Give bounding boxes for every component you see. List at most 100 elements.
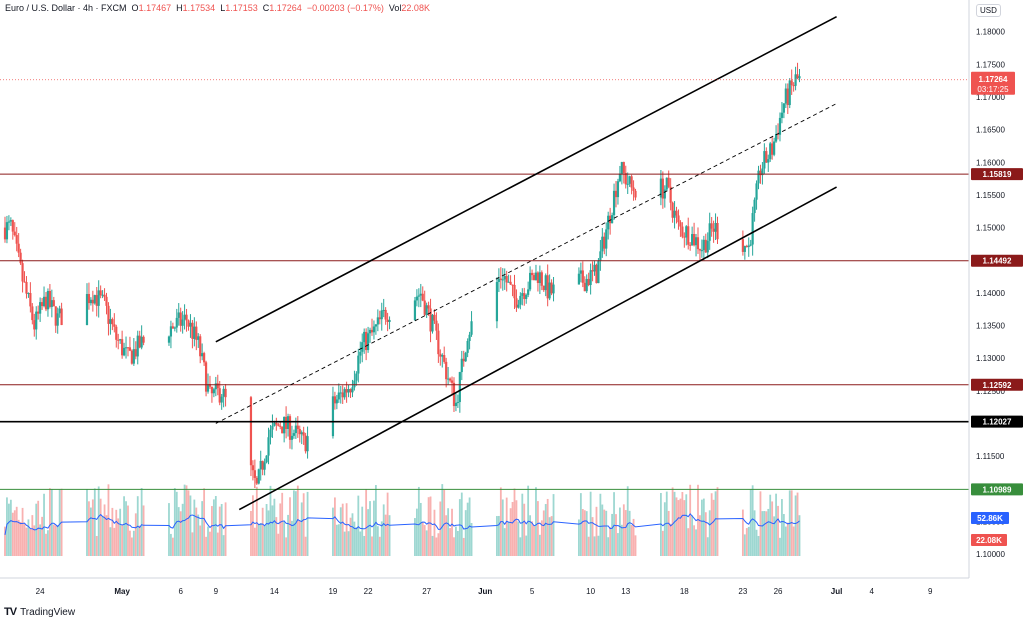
candle-body[interactable]	[700, 250, 703, 252]
candle-body[interactable]	[671, 202, 674, 218]
candle-body[interactable]	[44, 296, 48, 310]
candle-body[interactable]	[210, 386, 214, 394]
candle-body[interactable]	[169, 326, 173, 337]
candle-body[interactable]	[753, 199, 756, 214]
candle-body[interactable]	[441, 355, 444, 357]
candle-body[interactable]	[685, 226, 688, 238]
candle-body[interactable]	[550, 282, 553, 294]
candle-body[interactable]	[583, 282, 586, 292]
candle-body[interactable]	[788, 80, 791, 106]
candle-body[interactable]	[25, 282, 28, 294]
candle-body[interactable]	[304, 435, 307, 452]
candle-body[interactable]	[87, 293, 91, 304]
candle-body[interactable]	[435, 320, 438, 331]
candle-body[interactable]	[382, 309, 385, 311]
candle-body[interactable]	[507, 281, 510, 283]
candle-body[interactable]	[634, 190, 637, 198]
candle-body[interactable]	[661, 178, 664, 199]
candle-body[interactable]	[103, 294, 106, 297]
candle-body[interactable]	[782, 103, 785, 113]
lower-channel-line[interactable]	[238, 186, 837, 511]
candle-body[interactable]	[33, 320, 36, 330]
candle-body[interactable]	[39, 302, 42, 314]
candle-body[interactable]	[460, 358, 463, 373]
candle-body[interactable]	[525, 294, 528, 300]
candle-body[interactable]	[109, 319, 112, 324]
candle-body[interactable]	[359, 351, 362, 356]
candle-body[interactable]	[589, 270, 592, 286]
candle-body[interactable]	[273, 422, 276, 426]
candle-body[interactable]	[366, 333, 370, 351]
candle-body[interactable]	[267, 437, 270, 456]
candle-body[interactable]	[105, 296, 108, 306]
candle-body[interactable]	[454, 402, 458, 407]
tradingview-logo[interactable]: TV TradingView	[4, 606, 75, 618]
candle-body[interactable]	[335, 399, 338, 404]
candle-body[interactable]	[433, 314, 436, 321]
candle-body[interactable]	[265, 455, 268, 463]
candle-body[interactable]	[427, 305, 430, 309]
candle-body[interactable]	[285, 416, 288, 429]
candle-body[interactable]	[249, 397, 253, 466]
candle-body[interactable]	[421, 293, 424, 301]
candle-body[interactable]	[5, 222, 9, 240]
candle-body[interactable]	[136, 335, 139, 357]
candle-body[interactable]	[363, 331, 366, 343]
candle-body[interactable]	[456, 402, 459, 404]
candle-body[interactable]	[780, 112, 784, 118]
candle-body[interactable]	[431, 314, 434, 332]
candle-body[interactable]	[140, 336, 143, 348]
candle-body[interactable]	[13, 231, 16, 236]
candle-body[interactable]	[429, 308, 432, 332]
candle-body[interactable]	[579, 270, 582, 274]
candle-body[interactable]	[142, 336, 145, 343]
candle-body[interactable]	[199, 336, 202, 357]
candle-body[interactable]	[42, 296, 46, 307]
candle-body[interactable]	[21, 263, 24, 282]
candle-body[interactable]	[515, 298, 518, 308]
candle-body[interactable]	[343, 389, 346, 398]
candle-body[interactable]	[741, 239, 744, 252]
candle-body[interactable]	[519, 295, 522, 305]
candle-body[interactable]	[40, 302, 44, 307]
candle-body[interactable]	[138, 335, 141, 348]
candle-body[interactable]	[683, 236, 686, 238]
candle-body[interactable]	[620, 162, 623, 174]
candle-body[interactable]	[423, 300, 426, 315]
candle-body[interactable]	[349, 389, 352, 393]
candle-body[interactable]	[497, 278, 500, 282]
candle-body[interactable]	[511, 284, 514, 286]
candle-body[interactable]	[790, 80, 793, 86]
candle-body[interactable]	[386, 319, 389, 322]
candle-body[interactable]	[203, 353, 206, 363]
candle-body[interactable]	[517, 304, 520, 308]
candle-body[interactable]	[691, 234, 694, 246]
candle-body[interactable]	[357, 355, 360, 374]
candle-body[interactable]	[355, 373, 358, 381]
candle-body[interactable]	[798, 76, 801, 79]
candle-body[interactable]	[191, 322, 194, 339]
candle-body[interactable]	[530, 272, 534, 276]
candle-body[interactable]	[31, 306, 34, 321]
candle-body[interactable]	[271, 425, 274, 430]
candle-body[interactable]	[113, 324, 116, 327]
candle-body[interactable]	[48, 290, 51, 307]
candle-body[interactable]	[659, 178, 662, 198]
candle-body[interactable]	[786, 88, 789, 106]
candle-body[interactable]	[253, 470, 256, 478]
candle-body[interactable]	[708, 223, 711, 241]
candle-body[interactable]	[187, 320, 190, 327]
candle-body[interactable]	[275, 422, 278, 425]
candle-body[interactable]	[667, 177, 670, 187]
candle-body[interactable]	[58, 308, 61, 314]
candle-body[interactable]	[450, 380, 454, 383]
candle-body[interactable]	[540, 272, 543, 286]
candle-body[interactable]	[616, 181, 620, 198]
candle-body[interactable]	[529, 272, 532, 290]
candle-body[interactable]	[784, 88, 787, 104]
candle-body[interactable]	[612, 190, 616, 216]
candle-body[interactable]	[117, 339, 120, 341]
candle-body[interactable]	[35, 311, 38, 330]
candle-body[interactable]	[3, 227, 7, 240]
